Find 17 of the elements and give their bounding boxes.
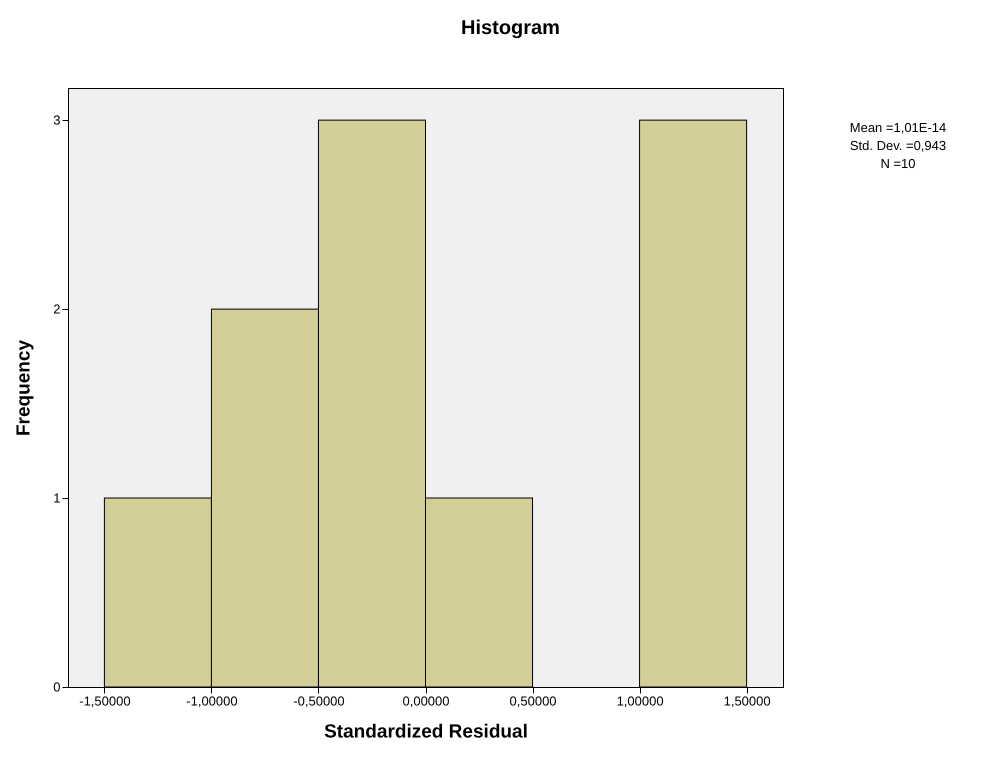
y-tick-label: 2	[53, 302, 60, 317]
y-tick-label: 1	[53, 490, 60, 506]
text: Std. Dev. =0,943	[850, 138, 946, 153]
chart-title: Histogram	[461, 17, 560, 39]
x-tick-label: -1,50000	[79, 694, 131, 708]
text: N =10	[880, 156, 916, 171]
y-axis-title: Frequency	[13, 340, 34, 436]
x-tick-label: 0,50000	[510, 694, 557, 708]
text: Mean =1,01E-14	[850, 120, 946, 135]
x-axis-title: Standardized Residual	[324, 722, 528, 742]
x-tick-label: 1,00000	[616, 694, 664, 708]
x-tick-label: 0,00000	[402, 694, 450, 708]
x-tick-label: 1,50000	[724, 694, 771, 708]
x-tick-label: -0,50000	[293, 694, 345, 708]
x-tick-label: -1,00000	[186, 694, 238, 708]
y-tick-label: 0	[53, 680, 60, 694]
y-tick-label: 3	[53, 112, 60, 128]
